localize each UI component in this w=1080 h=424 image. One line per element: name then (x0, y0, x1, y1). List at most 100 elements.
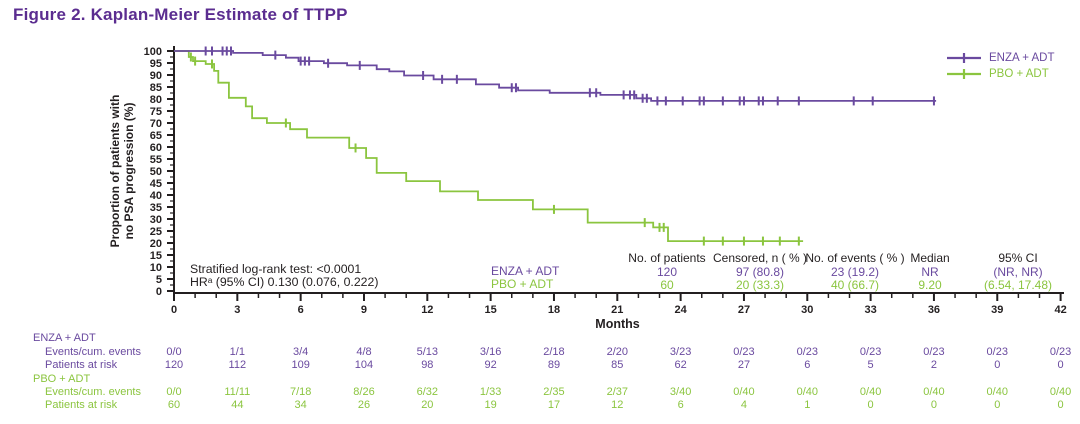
stats-value-cell: 60 (660, 277, 674, 292)
x-tick-label: 15 (485, 304, 497, 316)
risk-value-cell: 4 (740, 398, 748, 411)
legend: ENZA + ADT PBO + ADT (946, 50, 1055, 82)
y-tick-label: 20 (150, 238, 162, 250)
risk-value-cell: 109 (291, 358, 310, 371)
legend-label-pbo: PBO + ADT (989, 68, 1049, 80)
risk-value-cell: 0 (994, 358, 1001, 371)
stats-value-cell: 120 (656, 264, 678, 279)
risk-value-cell: 2 (930, 358, 937, 371)
x-tick-label: 18 (548, 304, 560, 316)
risk-value-cell: 0 (930, 398, 937, 411)
risk-value-cell: 3/4 (293, 345, 309, 358)
risk-value-cell: 0/40 (1049, 385, 1072, 398)
y-tick-label: 15 (150, 250, 162, 262)
y-tick-label: 55 (150, 154, 162, 166)
y-axis-label-line1: Proportion of patients with (108, 94, 122, 248)
risk-value-cell: 6 (804, 358, 811, 371)
risk-value-cell: 62 (674, 358, 687, 371)
stats-header-cell: No. of events ( % ) (805, 251, 905, 265)
risk-value-cell: 0/40 (986, 385, 1008, 398)
y-tick-label: 90 (150, 70, 162, 82)
x-tick-label: 36 (928, 304, 940, 316)
y-tick-label: 75 (150, 106, 162, 118)
stats-row-label-pbo: PBO + ADT (491, 277, 554, 291)
legend-label-enza: ENZA + ADT (989, 52, 1055, 64)
risk-group-label: ENZA + ADT (33, 332, 96, 344)
risk-value-cell: 0/23 (1049, 345, 1072, 358)
risk-value-cell: 12 (611, 398, 624, 411)
y-tick-label: 70 (150, 118, 162, 130)
risk-value-cell: 17 (547, 398, 561, 411)
risk-value-cell: 19 (484, 398, 497, 411)
y-tick-label: 30 (150, 214, 162, 226)
risk-value-cell: 0/40 (859, 385, 882, 398)
x-tick-label: 12 (421, 304, 433, 316)
risk-value-cell: 0 (1057, 398, 1064, 411)
y-tick-label: 35 (150, 202, 162, 214)
y-tick-label: 80 (150, 94, 162, 106)
risk-row-label: Patients at risk (45, 398, 118, 411)
x-tick-label: 30 (801, 304, 813, 316)
stats-value-cell: (6.54, 17.48) (983, 277, 1053, 292)
legend-row-enza: ENZA + ADT (946, 50, 1055, 66)
enza-adt-curve (174, 50, 937, 102)
risk-value-cell: 8/26 (353, 385, 375, 398)
hr-annotation: HRᵃ (95% CI) 0.130 (0.076, 0.222) (190, 275, 379, 289)
risk-value-cell: 60 (167, 398, 181, 411)
risk-value-cell: 112 (228, 358, 247, 371)
risk-value-cell: 1 (804, 398, 811, 411)
risk-value-cell: 0/40 (923, 385, 945, 398)
risk-value-cell: 6/32 (416, 385, 439, 398)
risk-value-cell: 0 (1057, 358, 1064, 371)
risk-value-cell: 2/35 (543, 385, 565, 398)
risk-value-cell: 0/0 (166, 385, 182, 398)
risk-value-cell: 0/40 (733, 385, 755, 398)
x-axis-label: Months (595, 317, 640, 331)
risk-value-cell: 2/20 (606, 345, 629, 358)
risk-value-cell: 2/37 (606, 385, 629, 398)
y-tick-label: 60 (150, 142, 162, 154)
y-tick-label: 0 (156, 286, 162, 298)
risk-value-cell: 3/16 (479, 345, 502, 358)
risk-value-cell: 85 (611, 358, 624, 371)
y-tick-label: 40 (150, 190, 162, 202)
y-tick-label: 5 (156, 274, 162, 286)
risk-value-cell: 104 (354, 358, 374, 371)
logrank-annotation: Stratified log-rank test: <0.0001 (190, 262, 362, 276)
risk-value-cell: 3/40 (669, 385, 692, 398)
stats-header-cell: Median (910, 251, 950, 265)
y-tick-label: 95 (150, 58, 162, 70)
y-tick-label: 10 (150, 262, 162, 274)
risk-value-cell: 0/23 (923, 345, 945, 358)
risk-value-cell: 0/23 (859, 345, 882, 358)
risk-value-cell: 11/11 (224, 385, 251, 398)
risk-value-cell: 20 (421, 398, 434, 411)
risk-value-cell: 2/18 (543, 345, 565, 358)
stats-header-cell: Censored, n ( % ) (712, 251, 808, 265)
y-tick-label: 45 (150, 178, 162, 190)
risk-value-cell: 0/23 (796, 345, 818, 358)
stats-row-label-enza: ENZA + ADT (491, 264, 560, 278)
risk-group-label: PBO + ADT (33, 372, 91, 385)
legend-row-pbo: PBO + ADT (946, 66, 1055, 82)
x-tick-label: 9 (361, 304, 367, 316)
figure-title: Figure 2. Kaplan-Meier Estimate of TTPP (13, 5, 348, 24)
risk-value-cell: 3/23 (669, 345, 692, 358)
stats-value-cell: (NR, NR) (993, 264, 1043, 279)
x-tick-label: 27 (738, 304, 750, 316)
x-tick-label: 42 (1054, 304, 1066, 316)
risk-value-cell: 27 (737, 358, 751, 371)
enza-line-swatch-icon (947, 53, 981, 63)
x-tick-label: 6 (298, 304, 304, 316)
risk-value-cell: 0/40 (796, 385, 818, 398)
x-tick-label: 39 (991, 304, 1003, 316)
pbo-adt-curve (174, 50, 804, 242)
stats-value-cell: NR (921, 264, 939, 279)
risk-value-cell: 6 (677, 398, 684, 411)
risk-row-label: Events/cum. events (45, 385, 141, 398)
x-tick-label: 0 (171, 304, 177, 316)
risk-value-cell: 92 (484, 358, 497, 371)
risk-value-cell: 0 (994, 398, 1001, 411)
risk-row-label: Events/cum. events (45, 345, 141, 358)
